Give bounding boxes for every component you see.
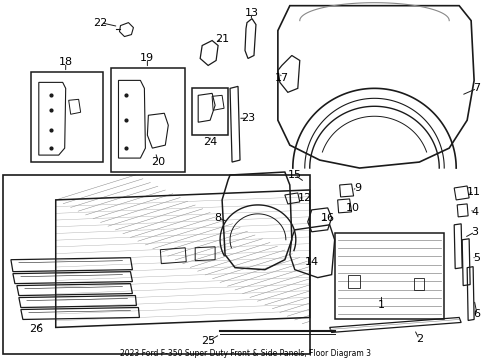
Text: 7: 7 — [473, 84, 481, 93]
Text: 14: 14 — [305, 257, 319, 267]
Text: 8: 8 — [215, 213, 221, 223]
Text: 22: 22 — [94, 18, 108, 28]
Text: 15: 15 — [288, 170, 302, 180]
Text: 10: 10 — [345, 203, 360, 213]
Text: 17: 17 — [275, 73, 289, 84]
Text: 5: 5 — [474, 253, 481, 263]
Text: 12: 12 — [298, 193, 312, 203]
Text: 19: 19 — [140, 54, 154, 63]
Text: 18: 18 — [59, 58, 73, 67]
Text: 20: 20 — [151, 157, 166, 167]
Text: 6: 6 — [474, 310, 481, 319]
Text: 26: 26 — [29, 324, 43, 334]
Text: 1: 1 — [378, 300, 385, 310]
Text: 4: 4 — [471, 207, 479, 217]
Text: 23: 23 — [241, 113, 255, 123]
Text: 9: 9 — [354, 183, 361, 193]
Text: 16: 16 — [320, 213, 335, 223]
Text: 3: 3 — [471, 227, 479, 237]
Text: 21: 21 — [215, 33, 229, 44]
Text: 2023 Ford F-350 Super Duty Front & Side Panels, Floor Diagram 3: 2023 Ford F-350 Super Duty Front & Side … — [120, 349, 370, 358]
Text: 2: 2 — [416, 334, 423, 345]
Text: 24: 24 — [203, 137, 217, 147]
Text: 25: 25 — [201, 336, 215, 346]
Text: 13: 13 — [245, 8, 259, 18]
Text: 11: 11 — [467, 187, 481, 197]
